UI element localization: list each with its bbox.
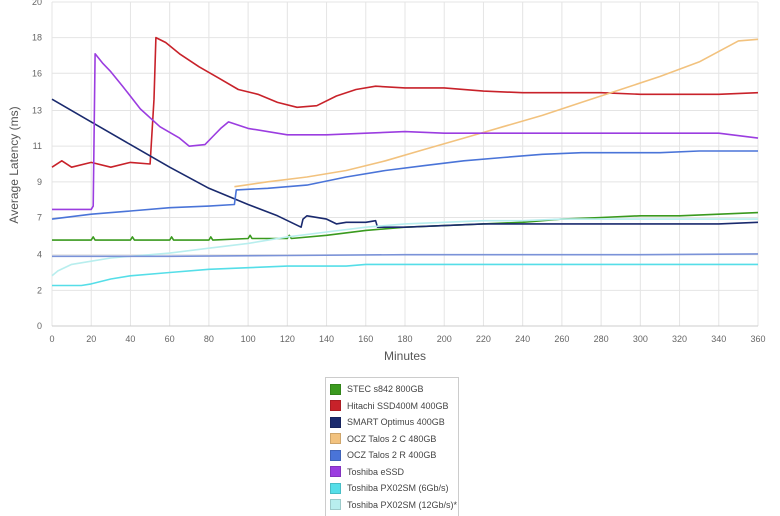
x-tick-label: 200 bbox=[437, 334, 452, 344]
series-line-toshiba-px02sm-12gb-s bbox=[51, 218, 758, 277]
series-line-ocz-talos-2-c-480gb bbox=[234, 38, 759, 188]
x-tick-label: 80 bbox=[204, 334, 214, 344]
x-tick-label: 340 bbox=[711, 334, 726, 344]
legend-item[interactable]: Toshiba PX02SM (6Gb/s) bbox=[330, 480, 454, 497]
x-tick-label: 220 bbox=[476, 334, 491, 344]
y-tick-label: 7 bbox=[37, 212, 42, 222]
series-line-hitachi-ssd400m-400gb bbox=[51, 36, 759, 168]
y-axis-ticks: 0 2 4 7 9 11 13 16 18 20 bbox=[32, 0, 42, 331]
x-axis-ticks: 0 20 40 60 80 100 120 140 160 180 200 220 240 260 280 3… bbox=[49, 334, 765, 344]
series-lines bbox=[51, 36, 759, 287]
grid bbox=[51, 1, 759, 327]
legend-item[interactable]: STEC s842 800GB bbox=[330, 381, 454, 398]
x-tick-label: 100 bbox=[241, 334, 256, 344]
series-line-toshiba-px02sm-6gb-s bbox=[52, 263, 758, 287]
legend-label: SMART Optimus 400GB bbox=[347, 417, 445, 428]
series-line-smart-optimus-400gb bbox=[51, 98, 759, 228]
legend-label: Toshiba eSSD bbox=[347, 466, 405, 477]
x-tick-label: 140 bbox=[319, 334, 334, 344]
x-axis-title: Minutes bbox=[384, 349, 426, 363]
x-tick-label: 60 bbox=[165, 334, 175, 344]
x-tick-label: 260 bbox=[554, 334, 569, 344]
y-tick-label: 11 bbox=[33, 141, 42, 151]
legend-label: OCZ Talos 2 R 400GB bbox=[347, 450, 437, 461]
legend-label: Toshiba PX02SM (6Gb/s) bbox=[347, 483, 449, 494]
y-tick-label: 4 bbox=[37, 250, 42, 260]
y-axis-title: Average Latency (ms) bbox=[7, 106, 21, 223]
y-tick-label: 2 bbox=[37, 285, 42, 295]
legend-swatch bbox=[330, 466, 341, 478]
legend-swatch bbox=[330, 499, 341, 511]
legend-swatch bbox=[330, 416, 341, 428]
legend-swatch bbox=[330, 433, 341, 445]
series-line-toshiba-essd bbox=[52, 53, 759, 211]
legend-item[interactable]: Hitachi SSD400M 400GB bbox=[330, 398, 454, 415]
legend-item[interactable]: OCZ Talos 2 R 400GB bbox=[330, 447, 454, 464]
legend-item[interactable]: SMART Optimus 400GB bbox=[330, 414, 454, 431]
x-tick-label: 320 bbox=[672, 334, 687, 344]
y-tick-label: 18 bbox=[32, 33, 42, 43]
legend-label: Hitachi SSD400M 400GB bbox=[347, 400, 449, 411]
x-tick-label: 360 bbox=[750, 334, 765, 344]
y-tick-label: 13 bbox=[32, 106, 42, 116]
x-tick-label: 280 bbox=[594, 334, 609, 344]
x-tick-label: 300 bbox=[633, 334, 648, 344]
x-tick-label: 0 bbox=[49, 334, 54, 344]
legend-label: Toshiba PX02SM (12Gb/s)* bbox=[347, 499, 458, 510]
legend-item[interactable]: Toshiba PX02SM (12Gb/s)* bbox=[330, 497, 458, 514]
series-line-ocz-talos-2-r-400gb bbox=[51, 150, 758, 220]
legend-item[interactable]: OCZ Talos 2 C 480GB bbox=[330, 431, 454, 448]
x-tick-label: 180 bbox=[397, 334, 412, 344]
legend: STEC s842 800GB Hitachi SSD400M 400GB SMAR… bbox=[325, 377, 459, 516]
y-tick-label: 16 bbox=[32, 68, 42, 78]
legend-item[interactable]: Toshiba eSSD bbox=[330, 464, 454, 481]
legend-swatch bbox=[330, 383, 341, 395]
legend-swatch bbox=[330, 400, 341, 412]
legend-label: STEC s842 800GB bbox=[347, 384, 424, 395]
x-tick-label: 160 bbox=[358, 334, 373, 344]
series-line-unlabeled bbox=[52, 253, 759, 258]
y-tick-label: 0 bbox=[37, 321, 42, 331]
x-tick-label: 240 bbox=[515, 334, 530, 344]
legend-swatch bbox=[330, 482, 341, 494]
x-tick-label: 20 bbox=[86, 334, 96, 344]
legend-label: OCZ Talos 2 C 480GB bbox=[347, 433, 437, 444]
y-tick-label: 20 bbox=[32, 0, 42, 7]
x-tick-label: 40 bbox=[125, 334, 135, 344]
x-tick-label: 120 bbox=[280, 334, 295, 344]
legend-swatch bbox=[330, 449, 341, 461]
y-tick-label: 9 bbox=[37, 177, 42, 187]
